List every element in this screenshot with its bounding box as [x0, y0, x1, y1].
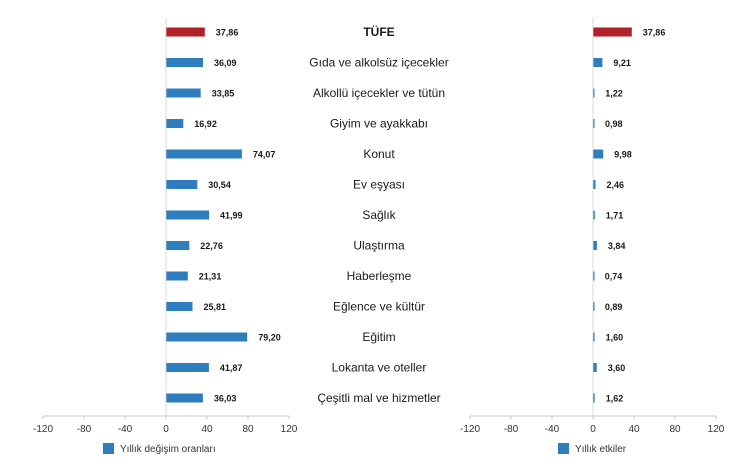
left-bar-gida-ve-alkolsuz-icecekler: [166, 58, 203, 67]
right-bar-lokanta-ve-oteller: [593, 363, 597, 372]
right-tick-label: 0: [590, 424, 596, 435]
right-value-label-egitim: 1,60: [606, 333, 624, 343]
left-tick-label: 120: [281, 424, 298, 435]
right-bar-konut: [593, 149, 604, 159]
left-tick-label: -120: [33, 424, 53, 435]
category-label-lokanta-ve-oteller: Lokanta ve oteller: [332, 361, 427, 375]
left-legend-label: Yıllık değişim oranları: [120, 444, 216, 455]
left-value-label-ev-esyasi: 30,54: [208, 180, 231, 190]
right-value-label-alkollu-icecekler-ve-tutun: 1,22: [605, 89, 623, 99]
right-legend-label: Yıllık etkiler: [575, 444, 627, 455]
left-tick-label: 0: [163, 424, 169, 435]
left-tick-label: 40: [201, 424, 213, 435]
left-bar-ev-esyasi: [166, 180, 198, 189]
right-value-label-ev-esyasi: 2,46: [607, 180, 625, 190]
right-tick-label: -40: [545, 424, 560, 435]
right-bar-haberlesme: [593, 271, 595, 281]
left-value-label-gida-ve-alkolsuz-icecekler: 36,09: [214, 58, 237, 68]
left-bar-tufe: [166, 27, 205, 37]
right-tick-label: 80: [669, 424, 681, 435]
left-bar-saglik: [166, 210, 209, 220]
left-value-label-lokanta-ve-oteller: 41,87: [220, 363, 243, 373]
left-panel-bars: 37,86 36,09 33,85 16,92 74,07 30,54 41,99 22,76…: [166, 27, 281, 404]
right-value-label-ulastirma: 3,84: [608, 241, 626, 251]
left-value-label-alkollu-icecekler-ve-tutun: 33,85: [212, 89, 235, 99]
left-value-label-giyim-ve-ayakkabi: 16,92: [194, 119, 217, 129]
right-bar-eglence-ve-kultur: [593, 302, 595, 311]
left-legend-swatch: [103, 443, 114, 454]
right-value-label-giyim-ve-ayakkabi: 0,98: [605, 119, 623, 129]
right-legend-swatch: [558, 443, 569, 454]
right-value-label-haberlesme: 0,74: [605, 272, 623, 282]
right-value-label-eglence-ve-kultur: 0,89: [605, 302, 623, 312]
left-value-label-cesitli-mal-ve-hizmetler: 36,03: [214, 394, 237, 404]
right-bar-giyim-ve-ayakkabi: [593, 119, 595, 128]
left-bar-alkollu-icecekler-ve-tutun: [166, 88, 201, 98]
left-bar-giyim-ve-ayakkabi: [166, 119, 184, 128]
right-bar-tufe: [593, 27, 632, 37]
right-value-label-gida-ve-alkolsuz-icecekler: 9,21: [613, 58, 631, 68]
left-bar-lokanta-ve-oteller: [166, 363, 209, 372]
left-bar-eglence-ve-kultur: [166, 302, 193, 311]
right-bar-ulastirma: [593, 241, 597, 250]
category-label-egitim: Eğitim: [362, 330, 395, 344]
left-tick-label: 80: [242, 424, 254, 435]
right-bar-gida-ve-alkolsuz-icecekler: [593, 58, 603, 67]
left-bar-haberlesme: [166, 271, 188, 281]
right-value-label-saglik: 1,71: [606, 211, 624, 221]
right-bar-saglik: [593, 210, 595, 220]
axes: -120 -80 -40 0 40 80 120 -120 -80 -40 0 40 80 120: [33, 18, 725, 435]
left-value-label-tufe: 37,86: [216, 28, 239, 38]
left-value-label-haberlesme: 21,31: [199, 272, 222, 282]
category-label-haberlesme: Haberleşme: [347, 269, 412, 283]
right-value-label-cesitli-mal-ve-hizmetler: 1,62: [606, 394, 624, 404]
left-value-label-ulastirma: 22,76: [200, 241, 223, 251]
left-tick-label: -40: [118, 424, 133, 435]
category-label-alkollu-icecekler-ve-tutun: Alkollü içecekler ve tütün: [313, 86, 445, 100]
right-value-label-tufe: 37,86: [643, 28, 666, 38]
right-tick-label: 40: [628, 424, 640, 435]
right-bar-cesitli-mal-ve-hizmetler: [593, 393, 595, 403]
left-bar-konut: [166, 149, 242, 159]
left-bar-ulastirma: [166, 241, 190, 250]
category-label-cesitli-mal-ve-hizmetler: Çeşitli mal ve hizmetler: [317, 391, 440, 405]
left-value-label-konut: 74,07: [253, 150, 276, 160]
category-label-eglence-ve-kultur: Eğlence ve kültür: [333, 300, 425, 314]
category-label-saglik: Sağlık: [362, 208, 396, 222]
left-bar-cesitli-mal-ve-hizmetler: [166, 393, 203, 403]
right-value-label-konut: 9,98: [614, 150, 632, 160]
right-bar-alkollu-icecekler-ve-tutun: [593, 88, 595, 98]
right-tick-label: -80: [504, 424, 519, 435]
category-label-giyim-ve-ayakkabi: Giyim ve ayakkabı: [330, 117, 428, 131]
category-label-ev-esyasi: Ev eşyası: [353, 178, 405, 192]
right-value-label-lokanta-ve-oteller: 3,60: [608, 363, 626, 373]
right-panel-bars: 37,86 9,21 1,22 0,98 9,98 2,46 1,71 3,84 0,74 0,8…: [593, 27, 666, 404]
category-labels: TÜFE Gıda ve alkolsüz içecekler Alkollü iç…: [309, 24, 448, 405]
category-label-konut: Konut: [363, 147, 395, 161]
left-value-label-egitim: 79,20: [258, 333, 281, 343]
legends: Yıllık değişim oranları Yıllık etkiler: [103, 443, 627, 455]
left-bar-egitim: [166, 332, 248, 342]
category-label-ulastirma: Ulaştırma: [353, 239, 405, 253]
left-value-label-eglence-ve-kultur: 25,81: [204, 302, 227, 312]
right-bar-egitim: [593, 332, 595, 342]
category-label-tufe: TÜFE: [363, 24, 394, 39]
category-label-gida-ve-alkolsuz-icecekler: Gıda ve alkolsüz içecekler: [309, 56, 448, 70]
right-bar-ev-esyasi: [593, 180, 596, 189]
right-tick-label: -120: [460, 424, 480, 435]
left-tick-label: -80: [77, 424, 92, 435]
left-value-label-saglik: 41,99: [220, 211, 243, 221]
right-tick-label: 120: [708, 424, 725, 435]
